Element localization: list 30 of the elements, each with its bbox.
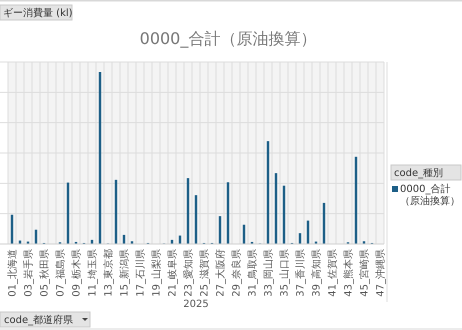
x-tick-label: 47_沖縄県 <box>374 249 386 297</box>
x-tick-label: 23_愛知県 <box>182 249 194 297</box>
chart-title: 0000_合計（原油換算） <box>140 29 316 48</box>
legend-title: code_種別 <box>394 168 444 179</box>
x-axis-title: 2025 <box>183 299 209 310</box>
x-tick-label: 17_石川県 <box>134 249 146 297</box>
x-tick-label: 09_栃木県 <box>70 249 82 297</box>
x-tick-label: 19_山梨県 <box>150 249 162 297</box>
text: code_都道府県 <box>4 314 74 326</box>
x-tick-label: 11_埼玉県 <box>86 249 98 297</box>
x-tick-label: 07_福島県 <box>54 249 66 297</box>
x-tick-label: 25_滋賀県 <box>198 249 210 297</box>
x-tick-label: 01_北海道 <box>6 249 18 297</box>
x-tick-label: 21_岐阜県 <box>166 249 178 297</box>
x-tick-label: 33_岡山県 <box>262 249 274 297</box>
legend-label: 0000_合計（原油換算） <box>400 183 460 207</box>
x-tick-label: 29_奈良県 <box>230 249 242 297</box>
x-tick-label: 43_熊本県 <box>342 249 354 297</box>
x-tick-label: 03_岩手県 <box>22 249 34 297</box>
x-tick-label: 41_佐賀県 <box>326 249 338 297</box>
x-tick-label: 27_大阪府 <box>214 249 226 297</box>
x-tick-label: 39_高知県 <box>310 249 322 297</box>
x-tick-label: 15_新潟県 <box>118 249 130 297</box>
x-tick-label: 35_山口県 <box>278 249 290 297</box>
x-tick-label: 31_鳥取県 <box>246 249 258 297</box>
x-tick-label: 05_秋田県 <box>38 249 50 297</box>
x-tick-label: 13_東京都 <box>102 249 114 297</box>
text: ギー消費量 (kl) <box>3 7 73 19</box>
x-tick-label: 45_宮崎県 <box>358 249 370 297</box>
x-tick-label: 37_香川県 <box>294 249 306 297</box>
